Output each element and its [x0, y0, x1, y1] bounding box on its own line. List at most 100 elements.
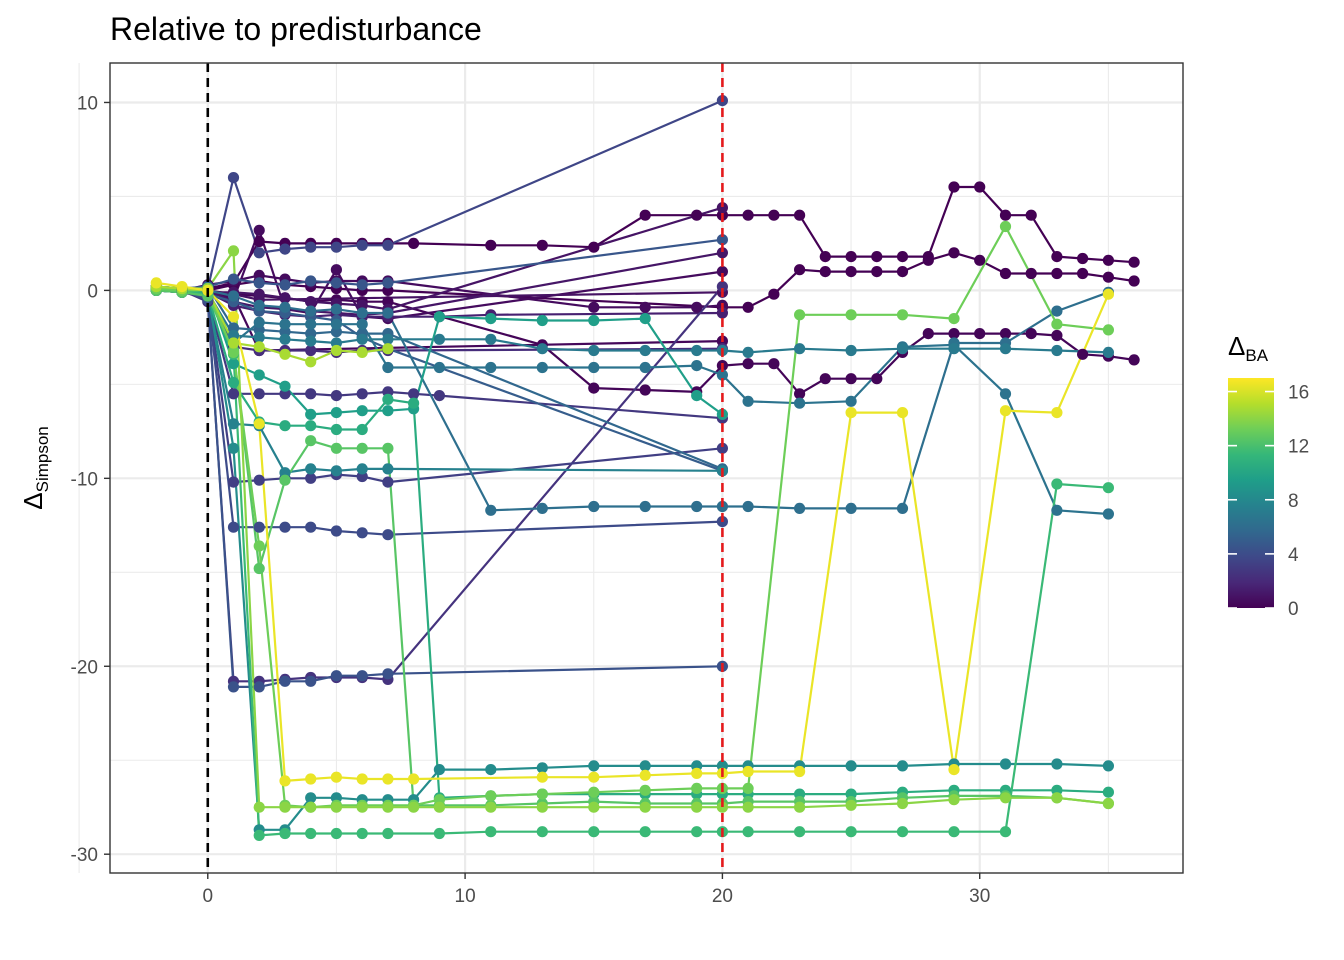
data-point	[330, 344, 342, 357]
data-point	[485, 764, 497, 776]
data-point	[948, 313, 960, 325]
data-point	[356, 346, 368, 358]
data-point	[433, 311, 445, 323]
data-point	[305, 521, 317, 533]
data-point	[279, 333, 291, 345]
data-point	[588, 500, 600, 513]
data-point	[871, 266, 883, 278]
data-point	[691, 344, 703, 357]
data-point	[1102, 346, 1114, 358]
data-point	[330, 827, 342, 840]
data-point	[588, 826, 600, 838]
data-point	[948, 826, 960, 838]
data-point	[691, 826, 703, 838]
data-point	[691, 500, 703, 513]
data-point	[896, 826, 909, 838]
data-point	[382, 463, 394, 475]
data-point	[330, 771, 342, 783]
data-point	[1102, 797, 1114, 810]
data-point	[1051, 758, 1063, 770]
data-point	[948, 247, 960, 259]
data-point	[279, 292, 291, 304]
data-point	[305, 296, 317, 308]
data-point	[227, 418, 240, 430]
data-point	[639, 384, 651, 396]
data-point	[588, 382, 600, 394]
data-point	[279, 380, 291, 392]
data-point	[408, 773, 420, 785]
data-point	[433, 827, 445, 840]
data-point	[253, 341, 265, 353]
data-point	[639, 209, 651, 221]
data-point	[742, 826, 754, 838]
series-line-28	[156, 289, 1109, 807]
data-point	[227, 358, 240, 370]
data-point	[485, 801, 497, 813]
data-point	[330, 525, 342, 537]
data-point	[305, 356, 317, 368]
data-point	[1051, 251, 1063, 263]
y-axis-title-main: Δ	[18, 492, 48, 509]
data-point	[356, 388, 368, 400]
data-point	[1051, 305, 1063, 317]
data-point	[330, 241, 342, 253]
data-point	[794, 765, 806, 778]
data-point	[639, 801, 651, 813]
data-point	[588, 760, 600, 772]
data-point	[794, 388, 806, 400]
data-point	[253, 316, 265, 328]
data-point	[691, 782, 703, 795]
data-point	[330, 407, 342, 419]
y-axis: 10 0 -10 -20 -30	[71, 93, 110, 866]
data-point	[794, 209, 806, 221]
data-point	[150, 277, 162, 289]
x-tick-label: 0	[202, 886, 213, 907]
data-point	[536, 826, 548, 838]
data-point	[716, 234, 729, 246]
series-points	[150, 95, 1140, 842]
data-point	[279, 243, 291, 255]
data-point	[1051, 407, 1063, 419]
data-point	[330, 442, 342, 454]
data-point	[382, 476, 394, 488]
legend-tick-label: 4	[1288, 545, 1299, 566]
data-point	[1025, 328, 1037, 340]
data-point	[794, 309, 806, 321]
data-point	[716, 369, 729, 381]
data-point	[356, 307, 368, 319]
data-point	[330, 303, 342, 315]
data-point	[716, 281, 729, 293]
data-point	[716, 202, 729, 214]
data-point	[253, 829, 265, 842]
data-point	[356, 827, 368, 840]
data-point	[408, 801, 420, 813]
data-point	[253, 277, 265, 289]
data-point	[330, 801, 342, 813]
data-point	[896, 797, 909, 810]
legend-tick-label: 12	[1288, 437, 1309, 458]
data-point	[382, 442, 394, 454]
data-point	[999, 826, 1012, 838]
data-point	[588, 344, 600, 357]
data-point	[639, 500, 651, 513]
data-point	[742, 395, 754, 407]
data-point	[845, 344, 857, 357]
data-point	[896, 309, 909, 321]
data-point	[639, 769, 651, 781]
data-point	[305, 318, 317, 330]
data-point	[382, 393, 394, 405]
legend-tick-label: 16	[1288, 383, 1309, 404]
data-point	[922, 328, 934, 340]
data-point	[871, 373, 883, 385]
data-point	[639, 313, 651, 325]
data-point	[691, 390, 703, 402]
y-tick-label: 0	[87, 281, 98, 302]
data-point	[691, 209, 703, 221]
panel-border	[109, 62, 1184, 874]
data-point	[279, 827, 291, 840]
data-point	[639, 826, 651, 838]
series-line-32	[156, 281, 1110, 783]
data-point	[845, 826, 857, 838]
data-point	[974, 254, 986, 266]
